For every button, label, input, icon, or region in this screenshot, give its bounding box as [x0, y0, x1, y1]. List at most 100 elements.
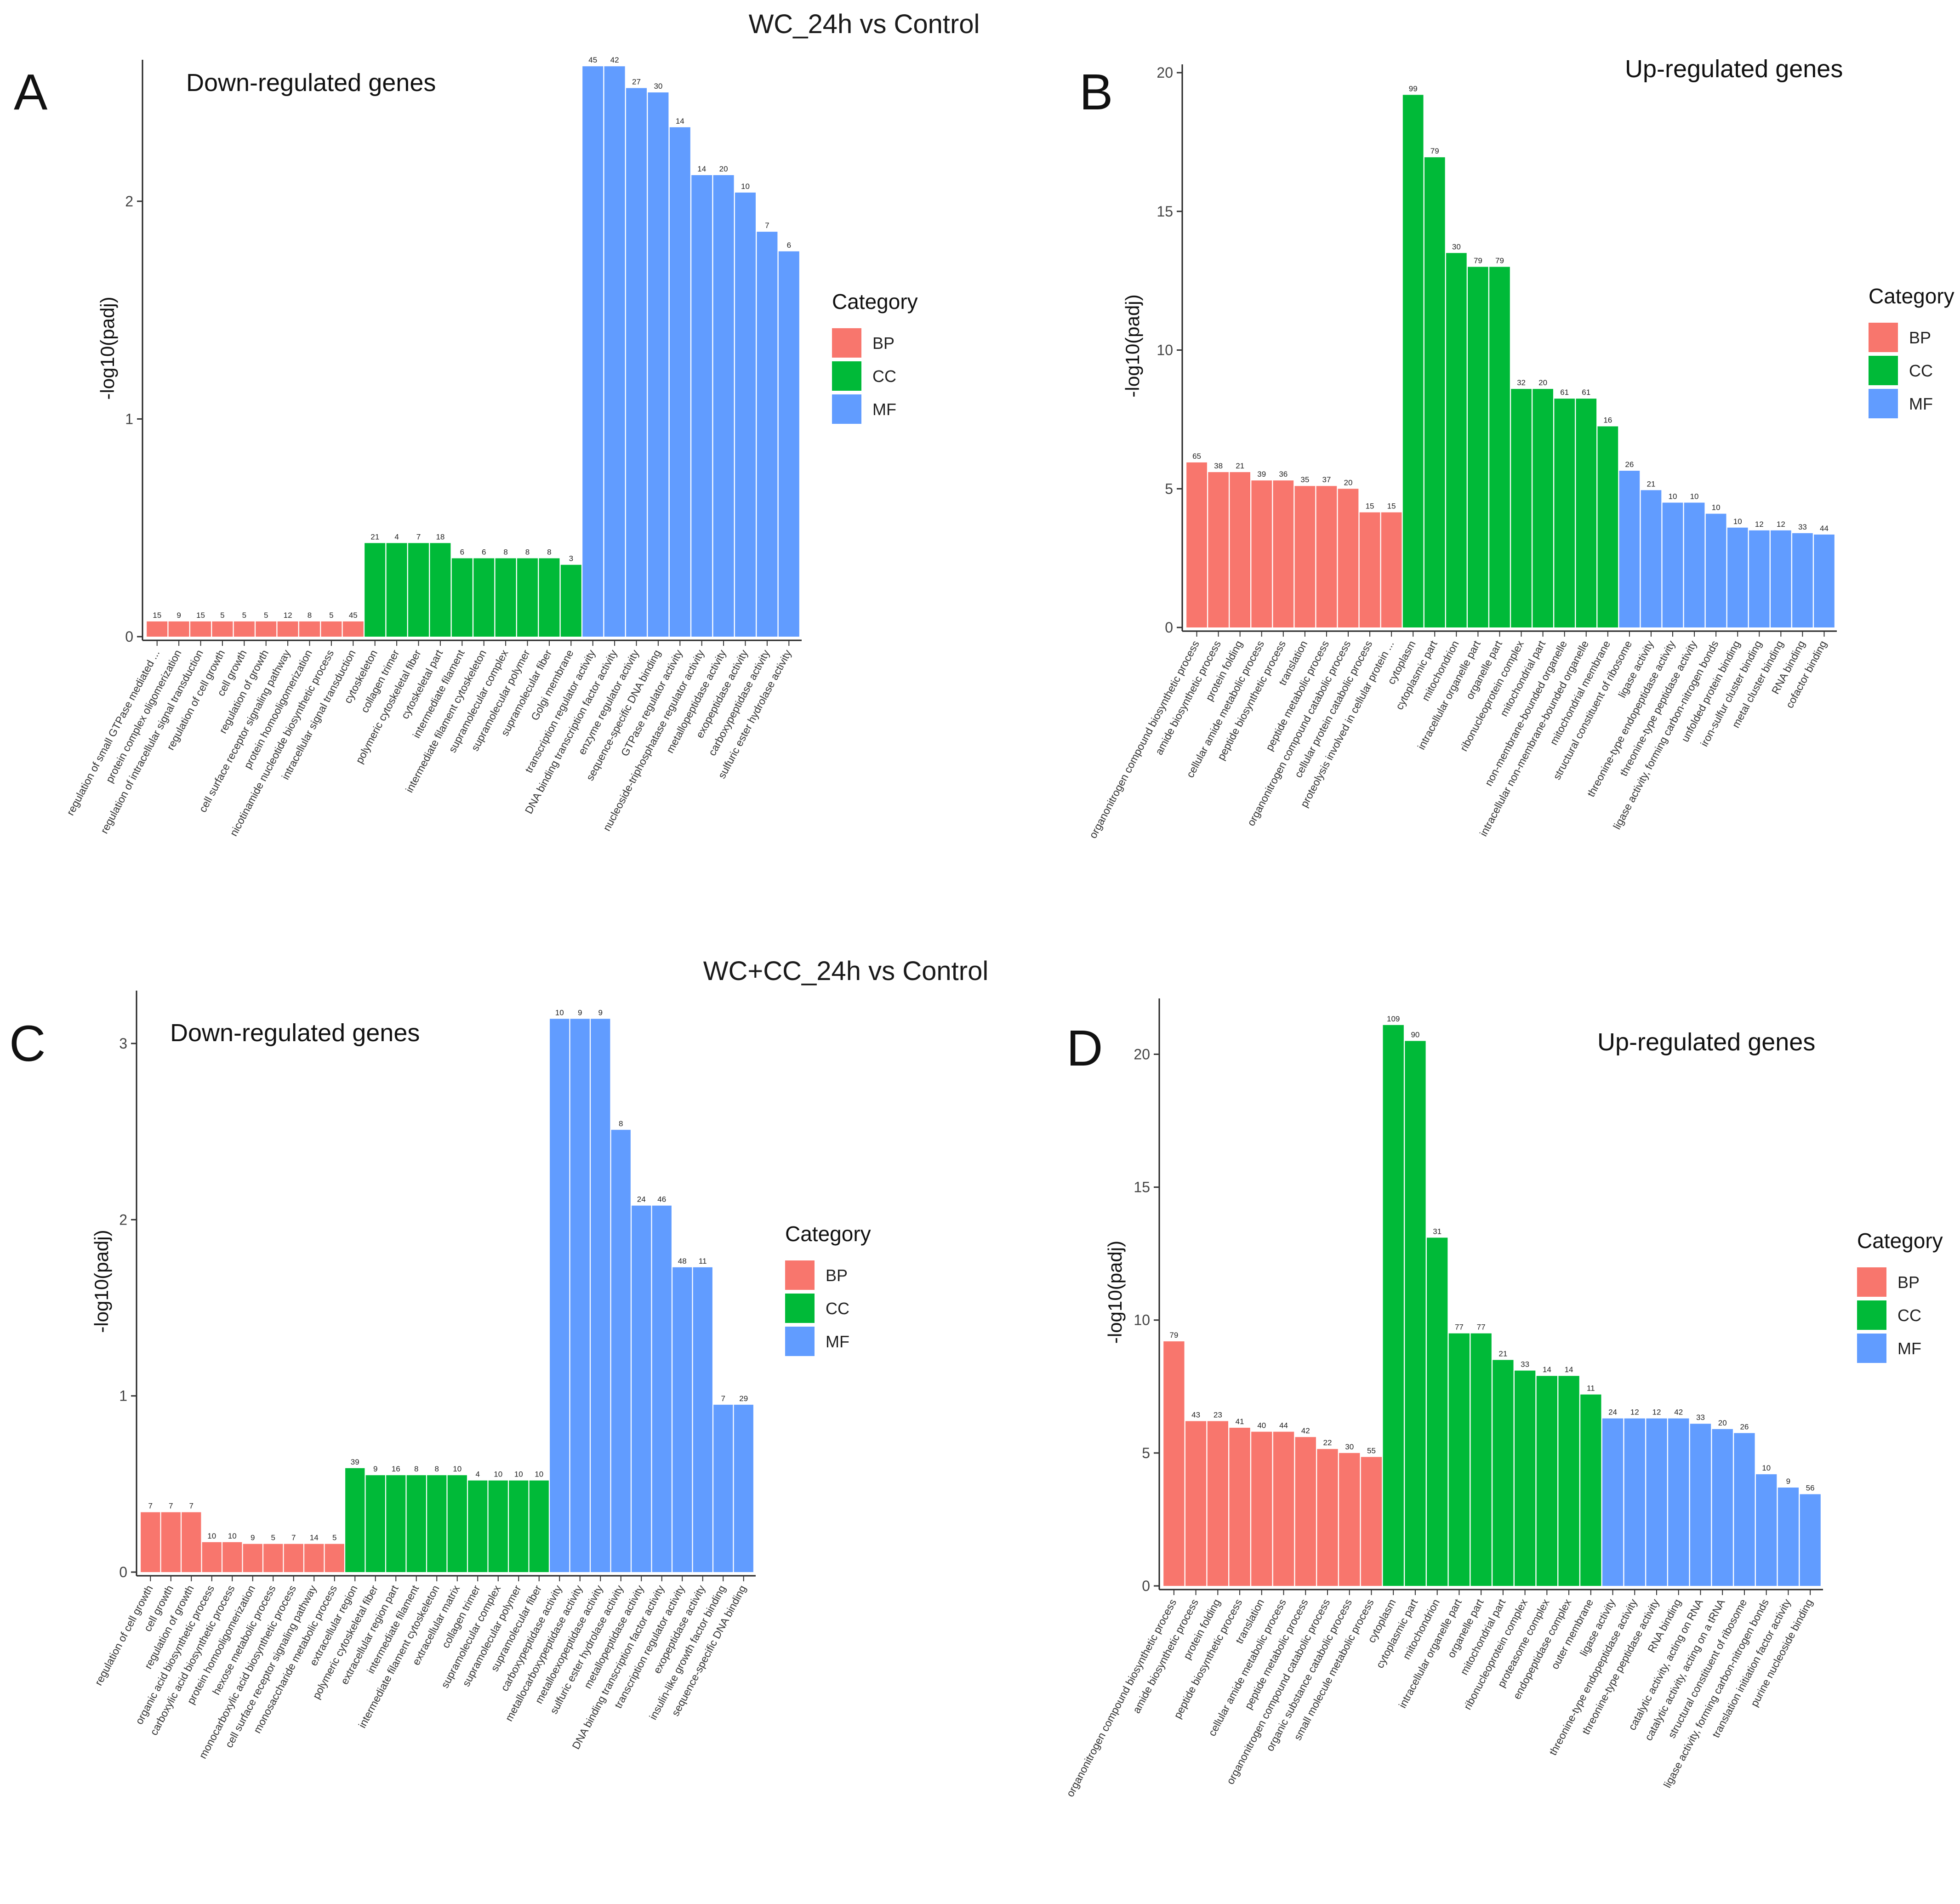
bar-count-label: 7 — [291, 1533, 296, 1542]
bar-count-label: 42 — [1674, 1408, 1683, 1417]
legend: Category BP CC MF — [832, 290, 918, 424]
legend-swatch-cc — [1869, 356, 1898, 385]
section-title-wccc24: WC+CC_24h vs Control — [703, 956, 989, 986]
bar-count-label: 8 — [547, 548, 551, 557]
bar-count-label: 40 — [1257, 1421, 1266, 1430]
bar-count-label: 35 — [1300, 475, 1309, 484]
bar — [1624, 1418, 1645, 1586]
bar-count-label: 26 — [1740, 1422, 1749, 1431]
bar-count-label: 30 — [1345, 1442, 1354, 1451]
bar-count-label: 10 — [514, 1470, 523, 1479]
legend: Category BP CC MF — [1869, 284, 1954, 418]
bar-count-label: 8 — [619, 1119, 623, 1128]
bar — [757, 232, 778, 637]
bar — [222, 1542, 242, 1572]
bar — [1755, 1474, 1777, 1586]
bar — [284, 1544, 303, 1572]
bar — [1229, 1427, 1250, 1586]
legend-label-cc: CC — [1909, 361, 1933, 380]
bar — [1597, 426, 1618, 627]
bar-count-label: 33 — [1521, 1360, 1529, 1369]
legend-swatch-cc — [785, 1294, 815, 1323]
bar-count-label: 79 — [1495, 257, 1504, 265]
bar — [1533, 389, 1553, 627]
bar-count-label: 14 — [676, 117, 684, 125]
bar-count-label: 24 — [1608, 1408, 1617, 1417]
legend: Category BP CC MF — [785, 1222, 871, 1356]
bar-count-label: 36 — [1279, 470, 1288, 479]
bar-count-label: 10 — [1762, 1464, 1771, 1472]
y-tick-label: 20 — [1157, 64, 1173, 81]
bar — [365, 543, 386, 637]
bar — [669, 127, 690, 637]
legend: Category BP CC MF — [1857, 1229, 1943, 1363]
bar-count-label: 42 — [610, 56, 619, 64]
y-tick-label: 10 — [1157, 342, 1173, 359]
bar — [1511, 389, 1532, 627]
bar — [1778, 1488, 1799, 1586]
bar — [495, 558, 516, 637]
legend-label-bp: BP — [1909, 328, 1931, 347]
bar-count-label: 23 — [1214, 1410, 1222, 1419]
bar-count-label: 10 — [1669, 492, 1677, 501]
bar-count-label: 9 — [177, 611, 181, 620]
panel-title: Down-regulated genes — [186, 69, 436, 97]
bar-count-label: 16 — [1603, 416, 1612, 425]
bar — [304, 1544, 324, 1572]
bar — [147, 621, 168, 637]
bar-count-label: 30 — [1452, 242, 1461, 251]
bar-count-label: 29 — [739, 1394, 748, 1403]
bar — [202, 1542, 222, 1572]
bar-count-label: 79 — [1169, 1331, 1178, 1340]
bar-count-label: 41 — [1236, 1417, 1244, 1426]
bar — [1749, 530, 1770, 627]
bar-count-label: 7 — [721, 1394, 725, 1403]
bar — [632, 1205, 651, 1572]
y-tick-label: 2 — [125, 193, 133, 210]
bar-count-label: 8 — [435, 1465, 439, 1473]
bar-count-label: 42 — [1301, 1426, 1310, 1435]
bar — [713, 175, 734, 637]
bar — [161, 1512, 181, 1572]
bar-count-label: 33 — [1696, 1413, 1705, 1422]
bar — [539, 558, 560, 637]
y-tick-label: 10 — [1134, 1312, 1150, 1328]
y-tick-label: 3 — [119, 1035, 127, 1052]
bar — [648, 92, 669, 637]
bar-count-label: 14 — [697, 165, 706, 173]
bar-count-label: 11 — [699, 1257, 707, 1266]
bar-count-label: 6 — [482, 548, 486, 557]
bar-count-label: 109 — [1387, 1015, 1400, 1023]
bar-count-label: 12 — [284, 611, 292, 620]
bar-count-label: 77 — [1455, 1323, 1464, 1332]
panel-title: Down-regulated genes — [170, 1019, 420, 1047]
bar — [691, 175, 712, 637]
bar — [570, 1019, 590, 1572]
bar — [430, 543, 451, 637]
bar-count-label: 14 — [1565, 1365, 1573, 1374]
bar-count-label: 56 — [1806, 1483, 1815, 1492]
bar-count-label: 20 — [1344, 478, 1353, 487]
bar-count-label: 27 — [632, 78, 641, 86]
bar-count-label: 7 — [189, 1502, 194, 1511]
bar — [1646, 1418, 1667, 1586]
y-tick-label: 1 — [119, 1388, 127, 1404]
bar-count-label: 48 — [678, 1257, 687, 1266]
bar — [1470, 1333, 1492, 1586]
bar-count-label: 16 — [392, 1465, 400, 1473]
bar — [1814, 534, 1835, 627]
bar — [582, 66, 604, 637]
bar-count-label: 65 — [1192, 452, 1201, 461]
legend-label-bp: BP — [1897, 1273, 1920, 1292]
panel-title: Up-regulated genes — [1625, 55, 1843, 83]
bar-count-label: 21 — [1647, 479, 1655, 488]
bar-count-label: 20 — [1538, 378, 1547, 387]
bar-count-label: 9 — [373, 1465, 377, 1473]
bar-count-label: 4 — [394, 532, 399, 541]
bar — [408, 543, 429, 637]
bar — [1800, 1494, 1821, 1586]
legend-swatch-mf — [1857, 1334, 1886, 1363]
bar-count-label: 5 — [242, 611, 246, 620]
y-tick-label: 20 — [1134, 1046, 1150, 1062]
bar-count-label: 5 — [329, 611, 333, 620]
